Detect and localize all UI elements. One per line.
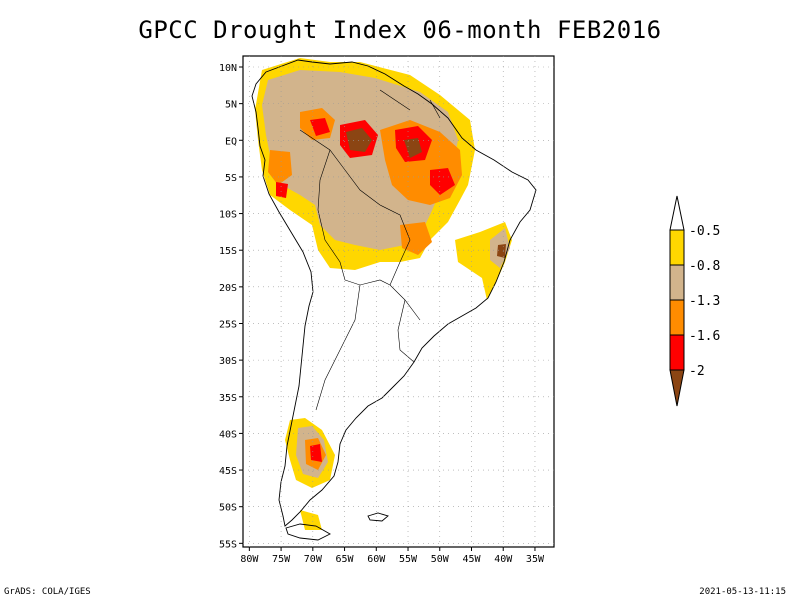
country-borders <box>299 89 441 411</box>
lat-tick-label: 45S <box>219 466 237 477</box>
map-title: GPCC Drought Index 06-month FEB2016 <box>138 16 662 44</box>
drought-shading <box>255 58 512 530</box>
lon-tick-label: 35W <box>526 554 545 565</box>
graticule <box>243 56 554 547</box>
drought-area-red-5 <box>276 182 288 198</box>
lon-tick-label: 45W <box>462 554 481 565</box>
legend-swatch-tan <box>669 264 685 301</box>
lon-tick-label: 80W <box>240 554 259 565</box>
drought-area-red-4 <box>430 168 455 195</box>
lat-tick-label: 10S <box>219 210 237 221</box>
lat-tick-label: 30S <box>219 356 237 367</box>
color-legend: -0.5 -0.8 -1.3 -1.6 -2 <box>669 195 720 407</box>
footer-timestamp: 2021-05-13-11:15 <box>699 587 786 597</box>
latitude-axis: 10N 5N EQ 5S 10S 15S 20S 25S 30S 35S 40S 45S 50S 55S <box>219 63 243 550</box>
legend-label-5: -2 <box>689 364 705 379</box>
lat-tick-label: 20S <box>219 283 237 294</box>
lon-tick-label: 40W <box>494 554 513 565</box>
legend-label-4: -1.6 <box>689 329 720 344</box>
drought-area-brown-3 <box>497 244 506 258</box>
lat-tick-label: 40S <box>219 429 237 440</box>
lat-tick-label: 25S <box>219 319 237 330</box>
drought-area-red-6 <box>310 444 322 462</box>
drought-area-west-orange <box>268 150 292 185</box>
legend-swatch-yellow <box>669 229 685 266</box>
falklands-outline <box>367 512 389 522</box>
lat-tick-label: 35S <box>219 393 237 404</box>
lat-tick-label: 5S <box>225 173 237 184</box>
drought-area-brown-2 <box>404 138 422 158</box>
tierra-del-fuego-outline <box>285 523 331 541</box>
longitude-axis: 80W 75W 70W 65W 60W 55W 50W 45W 40W 35W <box>240 547 545 565</box>
drought-area-red-1 <box>310 118 330 136</box>
legend-label-2: -0.8 <box>689 259 720 274</box>
legend-arrow-bottom <box>669 369 685 407</box>
lon-tick-label: 60W <box>367 554 386 565</box>
continent-outline <box>251 59 537 527</box>
lat-tick-label: 10N <box>219 63 237 74</box>
lat-tick-label: EQ <box>225 136 237 147</box>
legend-swatch-orange <box>669 299 685 336</box>
lon-tick-label: 50W <box>431 554 450 565</box>
lat-tick-label: 15S <box>219 246 237 257</box>
lon-tick-label: 70W <box>304 554 323 565</box>
lon-tick-label: 75W <box>272 554 291 565</box>
legend-label-1: -0.5 <box>689 224 720 239</box>
legend-swatch-red <box>669 334 685 371</box>
lon-tick-label: 55W <box>399 554 418 565</box>
lat-tick-label: 55S <box>219 539 237 550</box>
lat-tick-label: 5N <box>225 100 237 111</box>
lon-tick-label: 65W <box>336 554 355 565</box>
legend-arrow-top <box>669 195 685 231</box>
legend-label-3: -1.3 <box>689 294 720 309</box>
footer-credit: GrADS: COLA/IGES <box>4 587 91 597</box>
lat-tick-label: 50S <box>219 503 237 514</box>
